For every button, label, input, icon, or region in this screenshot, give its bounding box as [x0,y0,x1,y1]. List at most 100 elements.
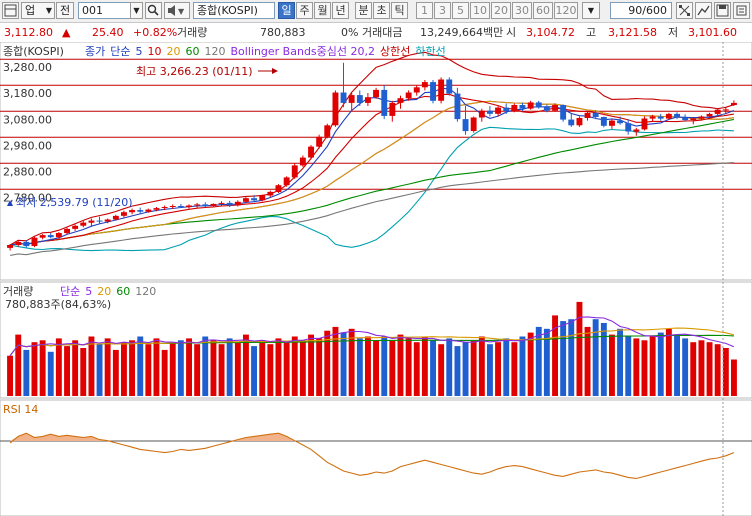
high-annotation-text: 최고 3,266.23 (01/11) [136,65,253,78]
interval-20[interactable]: 20 [491,2,511,19]
price-panel[interactable]: 종합(KOSPI) 종가 단순 5 10 20 60 120 Bollinger Bands중… [0,42,752,281]
interval-30[interactable]: 30 [512,2,532,19]
candle [527,100,534,110]
volume-bar [243,334,249,396]
tab-period-tick[interactable]: 틱 [391,2,408,19]
tab-period-second[interactable]: 초 [373,2,390,19]
candle [576,116,583,127]
candle [430,80,436,104]
candle-body [23,241,30,247]
candle [560,104,567,122]
interval-3[interactable]: 3 [434,2,451,19]
volume-bar [714,344,721,396]
volume-ratio: 0% [341,26,359,39]
volume-bar [55,338,62,396]
prev-button[interactable]: 전 [56,2,74,19]
volume-panel[interactable]: 거래량 단순 5 20 60 120 780,883주(84,63%) [0,281,752,399]
candle-body [291,165,298,178]
candle-body [64,228,70,234]
rsi-lines [9,432,735,480]
candle-body [88,220,95,223]
interval-120[interactable]: 120 [554,2,578,19]
price-tick-label: 3,080.00 [3,113,52,126]
candle [381,85,388,120]
volume-bar [389,340,396,396]
volume-bar [283,342,290,396]
search-icon[interactable] [145,2,162,19]
interval-10[interactable]: 10 [470,2,490,19]
candle [299,155,306,167]
candle-body [568,119,575,126]
stock-chart[interactable]: 종합(KOSPI) 종가 단순 5 10 20 60 120 Bollinger Bands중… [0,42,752,516]
candle-body [153,208,160,210]
candlesticks [7,62,737,251]
volume-bar [698,340,705,396]
candle-body [177,206,184,207]
rsi-panel[interactable]: RSI 14 [0,399,752,516]
candle-body [665,113,672,119]
candle-body [80,222,87,226]
tab-period-year[interactable]: 년 [332,2,349,19]
price-legend-item: 60 [186,45,200,58]
tab-period-minute[interactable]: 분 [355,2,372,19]
interval-1[interactable]: 1 [416,2,433,19]
candle-body [560,105,567,120]
candle [88,218,95,226]
candle [226,200,233,207]
candle [55,232,62,239]
chevron-down-icon[interactable]: ▼ [130,2,143,19]
interval-60[interactable]: 60 [533,2,553,19]
layout-icon[interactable] [2,2,19,19]
volume-bar [251,346,257,396]
candle [218,201,225,206]
candle-body [405,92,412,99]
tab-period-day[interactable]: 일 [278,2,295,19]
menu-icon[interactable] [733,2,750,19]
candle-body [698,116,705,119]
draw-tool-icon[interactable] [695,2,712,19]
candle-body [72,225,79,229]
volume-bar [121,342,127,396]
count-input[interactable]: 90/600 [610,2,672,19]
price-legend-item: 단순 [110,45,130,58]
candle [633,127,640,136]
candle [308,145,314,160]
save-icon[interactable] [714,2,731,19]
candle [234,200,241,207]
high-annotation: 최고 3,266.23 (01/11) [136,65,278,78]
tab-period-week[interactable]: 주 [296,2,313,19]
current-price: 3,112.80 [4,26,53,39]
volume-bar [430,340,436,396]
candle-body [413,87,420,93]
price-legend-item: 하한선 [415,44,445,58]
volume-bar [234,342,241,396]
candle-body [552,105,558,111]
volume-legend-item: 단순 [60,285,80,298]
volume-bar [682,338,689,396]
candle [657,113,664,121]
volume-bar [609,334,615,396]
candle-body [527,102,534,109]
price-legend-item: 20 [167,45,181,58]
price-tick-label: 2,780.00 [3,191,52,204]
interval-5[interactable]: 5 [452,2,469,19]
candle [210,203,217,208]
volume-bar [316,338,323,396]
volume-legend-item: 60 [116,285,130,298]
tab-period-month[interactable]: 월 [314,2,331,19]
candle [332,90,339,127]
volume-bar [88,336,95,396]
speaker-icon[interactable]: ▼ [164,2,190,19]
ma120-line [9,162,734,256]
candle-body [446,79,453,94]
market-select[interactable]: 업 ▼ [21,2,55,19]
code-input[interactable]: 001 [78,2,143,19]
change-percent: +0.82% [133,26,178,39]
volume-bar [177,340,184,396]
chevron-down-icon[interactable]: ▼ [582,2,600,19]
candle [446,77,453,96]
grid-settings-icon[interactable] [676,2,693,19]
candle-body [332,92,339,126]
volume-bar [446,338,453,396]
index-name-field[interactable]: 종합(KOSPI) [193,2,275,19]
